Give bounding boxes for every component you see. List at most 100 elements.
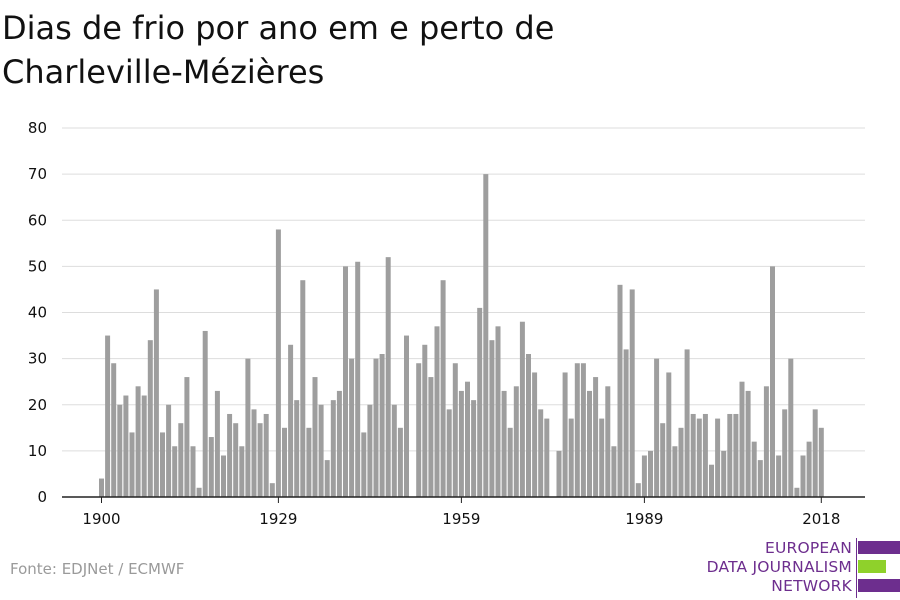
bar-1930: [282, 427, 287, 497]
bar-1923: [239, 446, 245, 497]
bar-1967: [507, 427, 513, 497]
bar-1989: [641, 455, 647, 497]
y-tick-label: 80: [28, 119, 47, 137]
bar-1919: [214, 390, 220, 497]
bar-1993: [666, 372, 672, 497]
bar-1931: [288, 344, 294, 497]
bar-1905: [129, 432, 135, 497]
bar-1997: [690, 413, 696, 497]
bar-1971: [532, 372, 538, 497]
bar-1955: [434, 326, 440, 497]
bar-1982: [599, 418, 605, 497]
x-tick-label: 1929: [259, 510, 297, 528]
bar-1942: [355, 261, 361, 497]
bar-1911: [166, 404, 172, 497]
bar-1995: [678, 427, 684, 497]
bar-1970: [526, 354, 531, 497]
bar-1937: [324, 460, 330, 497]
bar-1914: [184, 377, 190, 497]
bar-1902: [111, 363, 117, 497]
logo-bar-green: [858, 560, 886, 573]
bar-1954: [428, 377, 434, 497]
bar-1903: [117, 404, 123, 497]
bar-1940: [343, 266, 348, 497]
logo-line-2: DATA JOURNALISM: [706, 558, 852, 576]
y-axis-ticks: 0 10 20 30 40 50 60 70 80: [28, 119, 47, 506]
bar-1908: [147, 340, 153, 497]
bar-1943: [361, 432, 367, 497]
bar-1990: [648, 450, 653, 497]
bar-1964: [489, 340, 495, 497]
x-axis: 1900 1929 1959 1989 2018: [62, 496, 865, 528]
bar-1980: [587, 390, 592, 497]
bar-1924: [245, 358, 251, 497]
bar-1968: [513, 386, 519, 497]
bar-1928: [269, 483, 275, 497]
bar-1929: [275, 229, 281, 497]
bar-1917: [202, 330, 208, 497]
bar-1916: [196, 487, 202, 497]
bar-1921: [227, 413, 233, 497]
bar-1910: [160, 432, 165, 497]
bar-1932: [294, 400, 300, 497]
logo-line-3: NETWORK: [771, 577, 852, 595]
bar-1926: [257, 423, 263, 497]
chart-title: Dias de frio por ano em e perto de Charl…: [2, 9, 555, 91]
bar-1904: [123, 395, 129, 497]
bar-1981: [593, 377, 599, 497]
bar-1975: [556, 450, 562, 497]
bar-1973: [544, 418, 550, 497]
bar-1984: [611, 446, 617, 497]
bar-1915: [190, 446, 196, 497]
edjnet-logo[interactable]: EUROPEAN DATA JOURNALISM NETWORK: [700, 538, 900, 598]
bar-1994: [672, 446, 678, 497]
bar-1960: [465, 381, 470, 497]
bar-1978: [574, 363, 580, 497]
x-tick-label: 1959: [442, 510, 480, 528]
bars: [99, 174, 824, 497]
bar-1969: [519, 321, 525, 497]
bar-2003: [727, 413, 733, 497]
bar-1998: [696, 418, 702, 497]
bar-1959: [458, 390, 464, 497]
bar-1988: [635, 483, 641, 497]
logo-bar-purple-bottom: [858, 579, 900, 592]
bar-1938: [330, 400, 336, 497]
bar-2012: [782, 409, 788, 497]
bar-1944: [367, 404, 373, 497]
bar-2007: [751, 441, 757, 497]
bar-1979: [580, 363, 586, 497]
y-tick-label: 50: [28, 257, 47, 275]
bar-1953: [422, 344, 428, 497]
bar-2001: [715, 418, 721, 497]
bar-2004: [733, 413, 739, 497]
bar-2008: [757, 460, 763, 497]
bar-1933: [300, 280, 306, 497]
bar-1966: [501, 390, 507, 497]
bar-1927: [263, 413, 269, 497]
bar-2014: [794, 487, 800, 497]
y-tick-label: 60: [28, 211, 47, 229]
y-tick-label: 20: [28, 396, 47, 414]
bar-2015: [800, 455, 806, 497]
bar-1972: [538, 409, 544, 497]
bar-1900: [99, 478, 104, 497]
bar-2013: [788, 358, 794, 497]
bar-1992: [660, 423, 666, 497]
bar-2000: [709, 464, 714, 497]
bar-1957: [446, 409, 452, 497]
bar-1952: [416, 363, 422, 497]
source-note: Fonte: EDJNet / ECMWF: [10, 560, 185, 578]
bar-1977: [568, 418, 574, 497]
bar-2010: [770, 266, 775, 497]
bar-1963: [483, 174, 489, 497]
bar-2002: [721, 450, 727, 497]
bar-2011: [776, 455, 782, 497]
bar-1950: [404, 335, 409, 497]
bar-1958: [452, 363, 458, 497]
bar-1918: [208, 437, 214, 497]
bar-2006: [745, 390, 751, 497]
bar-1965: [495, 326, 501, 497]
logo-divider: [856, 538, 857, 598]
